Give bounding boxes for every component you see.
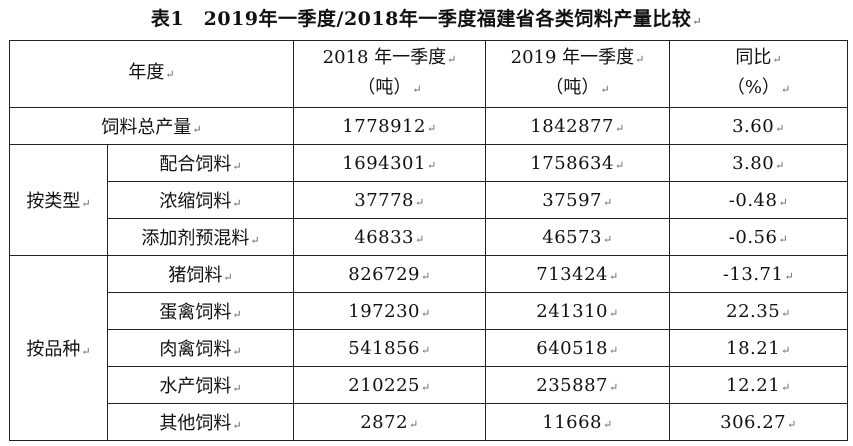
cell-2018: 541856↵ xyxy=(293,329,486,367)
table-title-text: 表1 2019年一季度/2018年一季度福建省各类饲料产量比较 xyxy=(150,8,692,30)
group-label-breed: 按品种↵ xyxy=(9,255,108,441)
cell-2019: 241310↵ xyxy=(485,292,670,330)
row-label: 添加剂预混料↵ xyxy=(107,218,294,256)
row-label: 配合饲料↵ xyxy=(107,144,294,182)
group-label-type: 按类型↵ xyxy=(9,144,108,256)
header-2019: 2019 年一季度↵ （吨）↵ xyxy=(485,40,670,108)
cell-2019: 46573↵ xyxy=(485,218,670,256)
header-year: 年度↵ xyxy=(9,40,294,108)
cell-ratio: 22.35↵ xyxy=(669,292,848,330)
table-header-row: 年度↵ 2018 年一季度↵ （吨）↵ 2019 年一季度↵ （吨）↵ 同比↵ … xyxy=(9,40,848,108)
table-row-total: 饲料总产量↵ 1778912↵ 1842877↵ 3.60↵ xyxy=(9,107,848,145)
cell-ratio: -0.48↵ xyxy=(669,181,848,219)
table-row: 按品种↵ 猪饲料↵ 826729↵ 713424↵ -13.71↵ xyxy=(9,255,848,441)
row-label: 蛋禽饲料↵ xyxy=(107,292,294,330)
row-label: 其他饲料↵ xyxy=(107,403,294,441)
cell-ratio: -13.71↵ xyxy=(669,255,848,293)
table-row: 其他饲料↵ 2872↵ 11668↵ 306.27↵ xyxy=(10,403,848,441)
cell-2018: 197230↵ xyxy=(293,292,486,330)
cell-ratio: 12.21↵ xyxy=(669,366,848,404)
feed-production-table: 年度↵ 2018 年一季度↵ （吨）↵ 2019 年一季度↵ （吨）↵ 同比↵ … xyxy=(9,40,848,441)
table-row: 浓缩饲料↵ 37778↵ 37597↵ -0.48↵ xyxy=(10,181,848,219)
cell-2019: 1842877↵ xyxy=(485,107,670,145)
row-label: 水产饲料↵ xyxy=(107,366,294,404)
header-ratio: 同比↵ （%）↵ xyxy=(669,40,848,108)
cell-2018: 1694301↵ xyxy=(293,144,486,182)
paragraph-mark-icon: ↵ xyxy=(692,15,703,28)
cell-ratio: 3.60↵ xyxy=(669,107,848,145)
cell-2018: 1778912↵ xyxy=(293,107,486,145)
cell-2018: 37778↵ xyxy=(293,181,486,219)
cell-2019: 1758634↵ xyxy=(485,144,670,182)
table-row: 添加剂预混料↵ 46833↵ 46573↵ -0.56↵ xyxy=(10,218,848,256)
cell-2018: 46833↵ xyxy=(293,218,486,256)
cell-2019: 37597↵ xyxy=(485,181,670,219)
row-label: 饲料总产量↵ xyxy=(9,107,294,145)
cell-2018: 2872↵ xyxy=(293,403,486,441)
cell-2018: 210225↵ xyxy=(293,366,486,404)
cell-ratio: 3.80↵ xyxy=(669,144,848,182)
table-title: 表1 2019年一季度/2018年一季度福建省各类饲料产量比较↵ xyxy=(0,4,853,31)
cell-2019: 235887↵ xyxy=(485,366,670,404)
row-label: 浓缩饲料↵ xyxy=(107,181,294,219)
row-label: 肉禽饲料↵ xyxy=(107,329,294,367)
table-row: 蛋禽饲料↵ 197230↵ 241310↵ 22.35↵ xyxy=(10,292,848,330)
cell-2019: 11668↵ xyxy=(485,403,670,441)
cell-2018: 826729↵ xyxy=(293,255,486,293)
header-2018: 2018 年一季度↵ （吨）↵ xyxy=(293,40,486,108)
table-row: 水产饲料↵ 210225↵ 235887↵ 12.21↵ xyxy=(10,366,848,404)
cell-ratio: -0.56↵ xyxy=(669,218,848,256)
cell-ratio: 18.21↵ xyxy=(669,329,848,367)
table-row: 肉禽饲料↵ 541856↵ 640518↵ 18.21↵ xyxy=(10,329,848,367)
cell-ratio: 306.27↵ xyxy=(669,403,848,441)
cell-2019: 713424↵ xyxy=(485,255,670,293)
row-label: 猪饲料↵ xyxy=(107,255,294,293)
table-row: 按类型↵ 配合饲料↵ 1694301↵ 1758634↵ 3.80↵ xyxy=(9,144,848,256)
cell-2019: 640518↵ xyxy=(485,329,670,367)
